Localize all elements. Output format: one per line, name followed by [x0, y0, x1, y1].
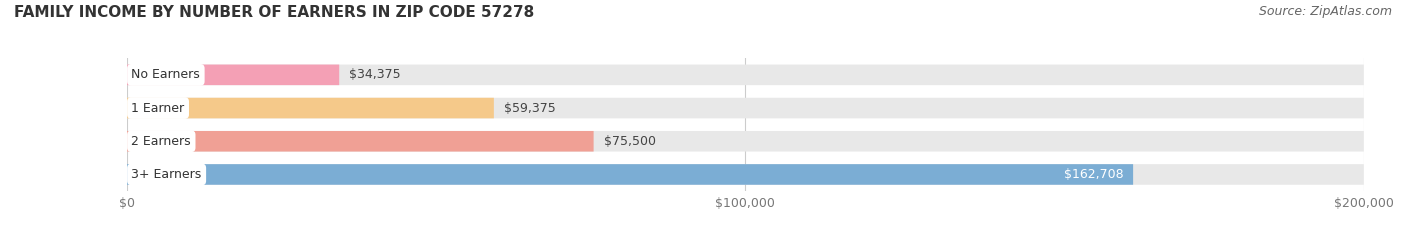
Text: 2 Earners: 2 Earners: [132, 135, 191, 148]
Text: $75,500: $75,500: [603, 135, 655, 148]
Text: $59,375: $59,375: [503, 102, 555, 115]
FancyBboxPatch shape: [127, 131, 593, 151]
FancyBboxPatch shape: [127, 131, 1364, 151]
FancyBboxPatch shape: [127, 65, 339, 85]
Text: 3+ Earners: 3+ Earners: [132, 168, 201, 181]
Text: FAMILY INCOME BY NUMBER OF EARNERS IN ZIP CODE 57278: FAMILY INCOME BY NUMBER OF EARNERS IN ZI…: [14, 5, 534, 20]
Text: No Earners: No Earners: [132, 68, 200, 81]
FancyBboxPatch shape: [127, 65, 1364, 85]
Text: $162,708: $162,708: [1063, 168, 1123, 181]
FancyBboxPatch shape: [127, 164, 1133, 185]
Text: $34,375: $34,375: [349, 68, 401, 81]
FancyBboxPatch shape: [127, 164, 1364, 185]
FancyBboxPatch shape: [127, 98, 1364, 118]
FancyBboxPatch shape: [127, 98, 494, 118]
Text: Source: ZipAtlas.com: Source: ZipAtlas.com: [1258, 5, 1392, 18]
Text: 1 Earner: 1 Earner: [132, 102, 184, 115]
